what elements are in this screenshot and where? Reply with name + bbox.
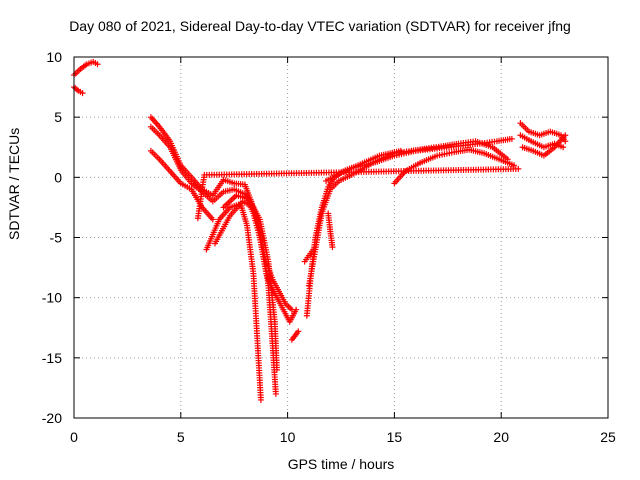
- series-isolated: [194, 165, 522, 222]
- y-tick-label: -10: [42, 290, 62, 306]
- grid-lines: [74, 57, 608, 418]
- x-tick-label: 5: [177, 429, 185, 445]
- data-points: [71, 58, 569, 403]
- series-recovery-4: [391, 146, 518, 187]
- x-tick-label: 10: [280, 429, 296, 445]
- data-point-marker: [295, 328, 302, 335]
- series-small-segment-2: [325, 210, 336, 251]
- data-point-marker: [560, 144, 567, 151]
- y-tick-label: 5: [54, 109, 62, 125]
- data-point-marker: [257, 396, 264, 403]
- y-tick-label: 0: [54, 169, 62, 185]
- series-recovery-3: [323, 147, 404, 184]
- series-tail-3: [519, 132, 569, 159]
- data-point-marker: [288, 306, 295, 313]
- data-point-marker: [209, 216, 216, 223]
- chart-title: Day 080 of 2021, Sidereal Day-to-day VTE…: [69, 18, 571, 34]
- y-axis-label: SDTVAR / TECUs: [6, 127, 22, 240]
- x-axis-label: GPS time / hours: [287, 456, 395, 472]
- y-tick-label: -20: [42, 410, 62, 426]
- series-dip-3: [220, 192, 280, 373]
- x-tick-label: 25: [600, 429, 616, 445]
- series-track-e: [147, 147, 216, 223]
- data-point-marker: [515, 165, 522, 172]
- data-point-marker: [562, 132, 569, 139]
- data-point-marker: [94, 61, 101, 68]
- data-point-marker: [329, 244, 336, 251]
- data-point-marker: [79, 90, 86, 97]
- x-tick-label: 20: [493, 429, 509, 445]
- axis-ticks: 0 5 10 15 20 25 -20 -15 -10 -5 0 5 10: [42, 49, 616, 445]
- data-point-marker: [562, 138, 569, 145]
- data-point-marker: [397, 147, 404, 154]
- x-tick-label: 0: [70, 429, 78, 445]
- series-track-d: [147, 123, 295, 313]
- series-dip-1: [203, 200, 264, 403]
- series-recovery-2: [305, 138, 511, 289]
- series-recovery-1: [303, 135, 515, 319]
- data-point-marker: [310, 246, 317, 253]
- y-tick-label: -15: [42, 350, 62, 366]
- data-point-marker: [511, 162, 518, 169]
- data-point-marker: [272, 390, 279, 397]
- y-tick-label: 10: [46, 49, 62, 65]
- series-small-segment-3: [301, 246, 317, 265]
- series-track-a: [71, 58, 101, 79]
- data-point-marker: [508, 135, 515, 142]
- y-tick-label: -5: [50, 230, 63, 246]
- series-tail-1: [517, 120, 569, 145]
- series-small-segment-1: [288, 328, 302, 343]
- x-tick-label: 15: [387, 429, 403, 445]
- data-point-marker: [273, 366, 280, 373]
- series-track-b: [71, 84, 86, 97]
- plot-frame: [73, 56, 609, 419]
